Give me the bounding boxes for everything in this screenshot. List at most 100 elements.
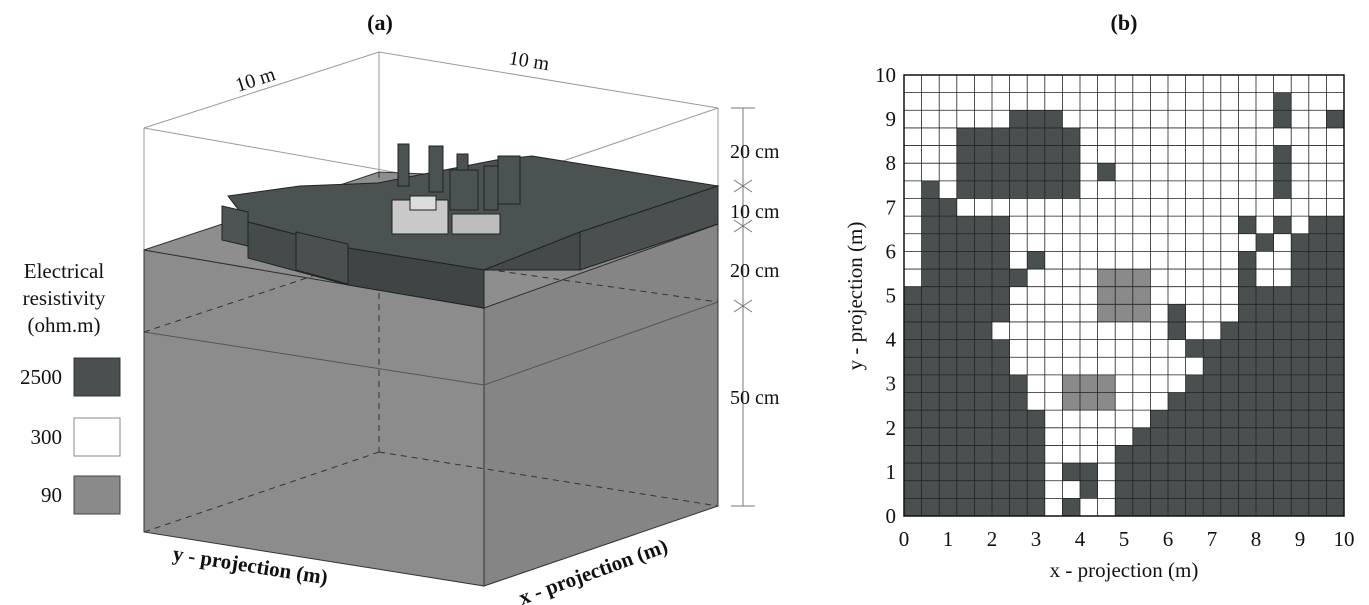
grid-cell [1185,321,1204,340]
grid-cell [1150,163,1169,182]
grid-cell [1009,216,1028,235]
grid-cell [1027,127,1046,146]
grid-cell [1238,374,1257,393]
grid-cell [1203,145,1222,164]
dark-left-block [221,205,249,247]
y-tick-label: 10 [875,63,896,87]
grid-cell [1326,321,1345,340]
grid-cell [1027,75,1046,93]
grid-cell [1009,180,1028,199]
grid-cell [1132,251,1151,270]
grid-cell [1097,145,1116,164]
grid-cell [1097,110,1116,129]
grid-cell [904,233,922,252]
grid-cell [992,357,1010,376]
grid-cell [1238,357,1257,376]
y-tick-label: 3 [886,372,897,396]
grid-cell [1009,374,1028,393]
grid-cell [1044,251,1063,270]
grid-cell [992,92,1010,111]
grid-cell [956,321,975,340]
grid-cell [1044,110,1063,129]
grid-cell [1220,286,1239,305]
grid-cell [1291,110,1310,129]
grid-cell [1238,321,1257,340]
grid-cell [1326,463,1345,482]
y-tick-label: 9 [886,107,897,131]
grid-cell [1080,445,1098,464]
grid-cell [1080,75,1098,93]
grid-cell [1273,463,1292,482]
grid-cell [1062,110,1081,129]
grid-cell [1027,374,1046,393]
grid-cell [1009,410,1028,429]
grid-cell [1238,75,1257,93]
grid-cell [1097,216,1116,235]
grid-cell [956,92,975,111]
grid-cell [1238,427,1257,446]
grid-cell [1168,233,1186,252]
grid-cell [1291,251,1310,270]
grid-cell [1062,233,1081,252]
x-tick-label: 4 [1075,527,1086,551]
grid-cell [921,216,940,235]
grid-cell [939,357,958,376]
dark-middle-block [295,231,349,285]
grid-cell [956,427,975,446]
grid-cell [939,286,958,305]
grid-cell [1027,251,1046,270]
grid-cell [1009,110,1028,129]
grid-cell [1062,180,1081,199]
grid-cell [992,269,1010,287]
x-tick-label: 1 [943,527,954,551]
grid-cell [921,321,940,340]
grid-cell [974,180,993,199]
grid-cell [1291,410,1310,429]
grid-cell [992,410,1010,429]
grid-cell [1132,392,1151,411]
grid-cell [1308,480,1327,499]
grid-cell [1220,339,1239,358]
grid-cell [1009,357,1028,376]
grid-cell [992,498,1010,517]
grid-cell [1027,269,1046,287]
grid-cell [1238,410,1257,429]
grid-cell [1097,498,1116,517]
grid-cell [1326,410,1345,429]
grid-cell [939,110,958,129]
y-tick-label: 5 [886,284,897,308]
grid-cell [956,163,975,182]
grid-cell [1256,233,1274,252]
grid-cell [1132,410,1151,429]
grid-cell [921,198,940,217]
x-ticks: 0 1 2 3 4 5 6 7 8 9 10 [899,527,1355,551]
grid-cell [904,163,922,182]
y-tick-label: 7 [886,195,897,219]
grid-cell [1185,251,1204,270]
grid-cell [1185,427,1204,446]
grid-cell [1326,92,1345,111]
grid-cell [1256,198,1274,217]
map-frame [903,74,1345,517]
grid-cell [974,110,993,129]
grid-cell [1256,110,1274,129]
grid-cell [1238,480,1257,499]
grid-cell [1308,463,1327,482]
grid-cell [1256,304,1274,323]
grid-cell [1062,357,1081,376]
grid-cell [1220,463,1239,482]
grid-cell [1062,321,1081,340]
grid-cell [1080,480,1098,499]
grid-cell [939,339,958,358]
grid-cell [1203,374,1222,393]
grid-cell [1115,321,1134,340]
grid-cell [1150,145,1169,164]
grid-cell [1132,286,1151,305]
legend: Electrical resistivity (ohm.m) 2500 300 … [20,259,121,515]
grid-cell [1150,445,1169,464]
grid-cell [1256,75,1274,93]
grid-cell [904,498,922,517]
legend-value-300: 300 [31,425,63,449]
grid-cell [956,498,975,517]
